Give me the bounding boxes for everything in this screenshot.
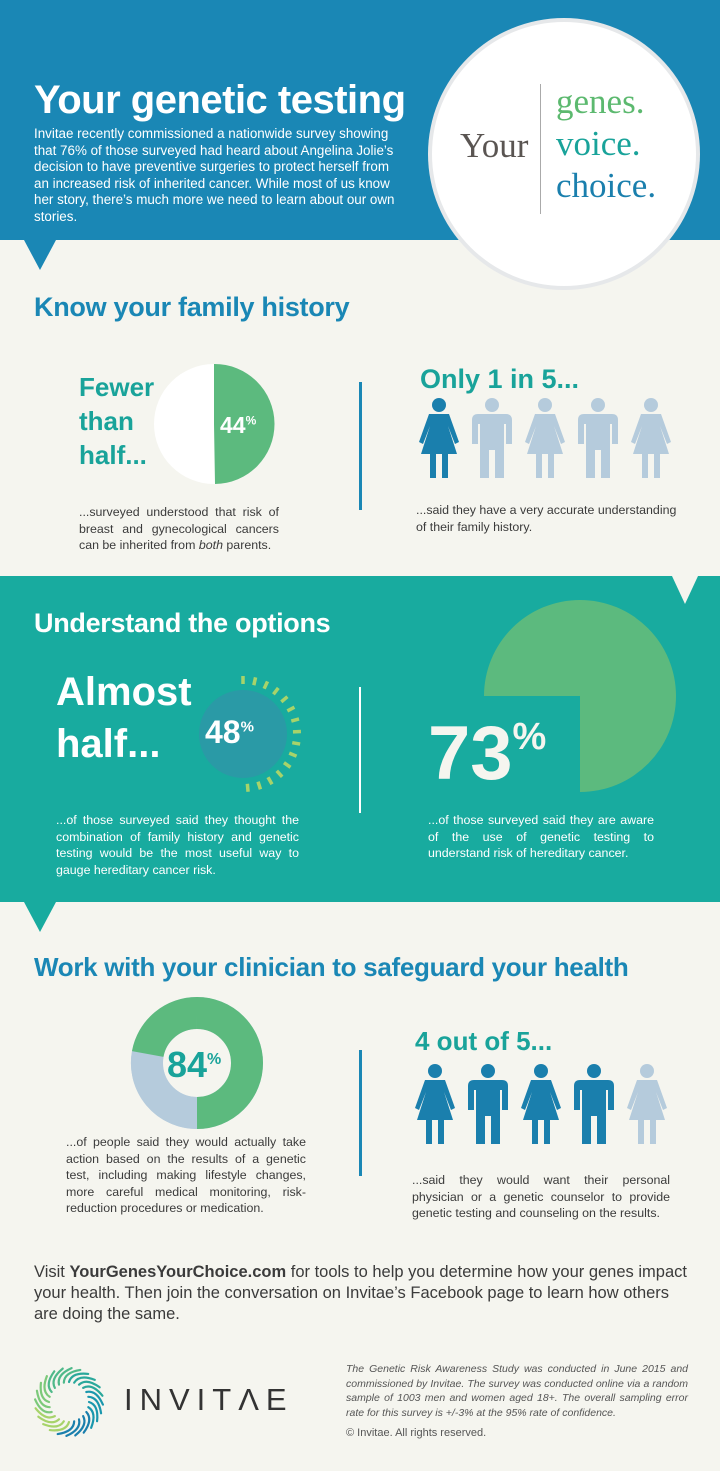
speech-tail xyxy=(24,240,56,270)
female-figure-icon xyxy=(411,1064,459,1151)
pie-chart-44 xyxy=(154,363,275,484)
caption-84: ...of people said they would actually ta… xyxy=(66,1135,306,1215)
male-figure-icon xyxy=(464,1064,512,1151)
headline-only-1-in-5: Only 1 in 5... xyxy=(420,364,580,394)
pie-chart-73 xyxy=(484,600,676,792)
badge-divider xyxy=(540,84,541,214)
column-divider xyxy=(359,687,361,813)
female-figure-icon xyxy=(517,1064,565,1151)
headline-line: Fewer xyxy=(79,372,155,402)
caption-4-of-5: ...said they would want their personal p… xyxy=(412,1173,670,1220)
donut-chart-84 xyxy=(130,996,263,1130)
caption-1-in-5: ...said they have a very accurate unders… xyxy=(416,503,677,534)
stat-73: 73% xyxy=(428,711,547,796)
female-figure-icon xyxy=(627,398,675,485)
invitae-logo-icon xyxy=(33,1366,105,1438)
female-figure-icon xyxy=(623,1064,671,1151)
stat-48: 48% xyxy=(205,714,254,750)
speech-notch xyxy=(672,576,698,604)
cta-text: Visit YourGenesYourChoice.com for tools … xyxy=(34,1263,687,1323)
invitae-wordmark: INVITΛE xyxy=(124,1382,294,1417)
female-figure-icon xyxy=(415,398,463,485)
badge-word-genes: genes. xyxy=(556,82,645,121)
column-divider xyxy=(359,1050,362,1176)
tagline-badge: Your genes. voice. choice. xyxy=(432,22,696,286)
badge-prefix: Your xyxy=(460,126,529,165)
caption-73: ...of those surveyed said they are aware… xyxy=(428,813,654,860)
headline-line: half... xyxy=(56,722,161,766)
caption-48: ...of those surveyed said they thought t… xyxy=(56,813,299,877)
website-link[interactable]: YourGenesYourChoice.com xyxy=(69,1263,287,1281)
page-title: Your genetic testing xyxy=(34,78,406,122)
headline-line: half... xyxy=(79,440,147,470)
female-figure-icon xyxy=(521,398,569,485)
intro-text: Invitae recently commissioned a nationwi… xyxy=(34,126,395,224)
section-title-family-history: Know your family history xyxy=(34,292,350,322)
copyright: © Invitae. All rights reserved. xyxy=(346,1427,487,1439)
headline-4-out-of-5: 4 out of 5... xyxy=(415,1026,553,1056)
caption-44: ...surveyed understood that risk of brea… xyxy=(79,505,279,552)
male-figure-icon xyxy=(574,398,622,485)
badge-word-voice: voice. xyxy=(556,124,641,163)
headline-fewer-than-half: Fewer than half... xyxy=(79,370,154,472)
column-divider xyxy=(359,382,362,510)
stat-84: 84% xyxy=(167,1044,222,1085)
section-title-options: Understand the options xyxy=(34,608,331,638)
male-figure-icon xyxy=(570,1064,618,1151)
methodology-note: The Genetic Risk Awareness Study was con… xyxy=(346,1363,688,1419)
speech-tail xyxy=(24,902,56,932)
headline-almost-half: Almost half... xyxy=(56,666,192,770)
section-title-clinician: Work with your clinician to safeguard yo… xyxy=(34,952,629,982)
stat-44: 44% xyxy=(220,412,257,438)
male-figure-icon xyxy=(468,398,516,485)
badge-word-choice: choice. xyxy=(556,166,657,205)
radial-chart-48 xyxy=(199,676,302,792)
headline-line: than xyxy=(79,406,134,436)
headline-line: Almost xyxy=(56,670,192,714)
